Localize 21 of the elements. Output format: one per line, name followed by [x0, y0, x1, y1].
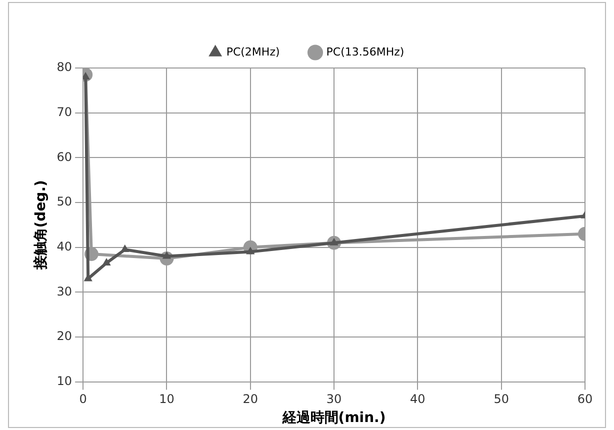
- y-tick-label: 60: [56, 150, 72, 164]
- legend-label: PC(13.56MHz): [326, 45, 404, 58]
- y-tick-label: 50: [56, 194, 72, 209]
- x-tick-label: 60: [577, 392, 593, 406]
- y-axis-title: 接触角(deg.): [32, 180, 50, 271]
- x-tick-label: 0: [79, 392, 87, 406]
- point: [120, 244, 130, 252]
- y-tick-label: 80: [56, 60, 72, 74]
- x-tick-label: 40: [410, 392, 426, 406]
- legend-label: PC(2MHz): [226, 45, 280, 58]
- y-tick-label: 10: [56, 374, 72, 388]
- y-tick-label: 40: [56, 239, 72, 254]
- x-tick-label: 10: [159, 392, 174, 406]
- x-tick-label: 30: [326, 392, 342, 406]
- y-tick-label: 30: [56, 284, 72, 298]
- x-tick-label: 50: [494, 392, 509, 406]
- y-tick-label: 70: [56, 104, 72, 119]
- x-axis-title: 経過時間(min.): [281, 410, 386, 426]
- y-tick-label: 20: [56, 329, 72, 344]
- x-tick-label: 20: [242, 392, 258, 406]
- point: [102, 258, 111, 266]
